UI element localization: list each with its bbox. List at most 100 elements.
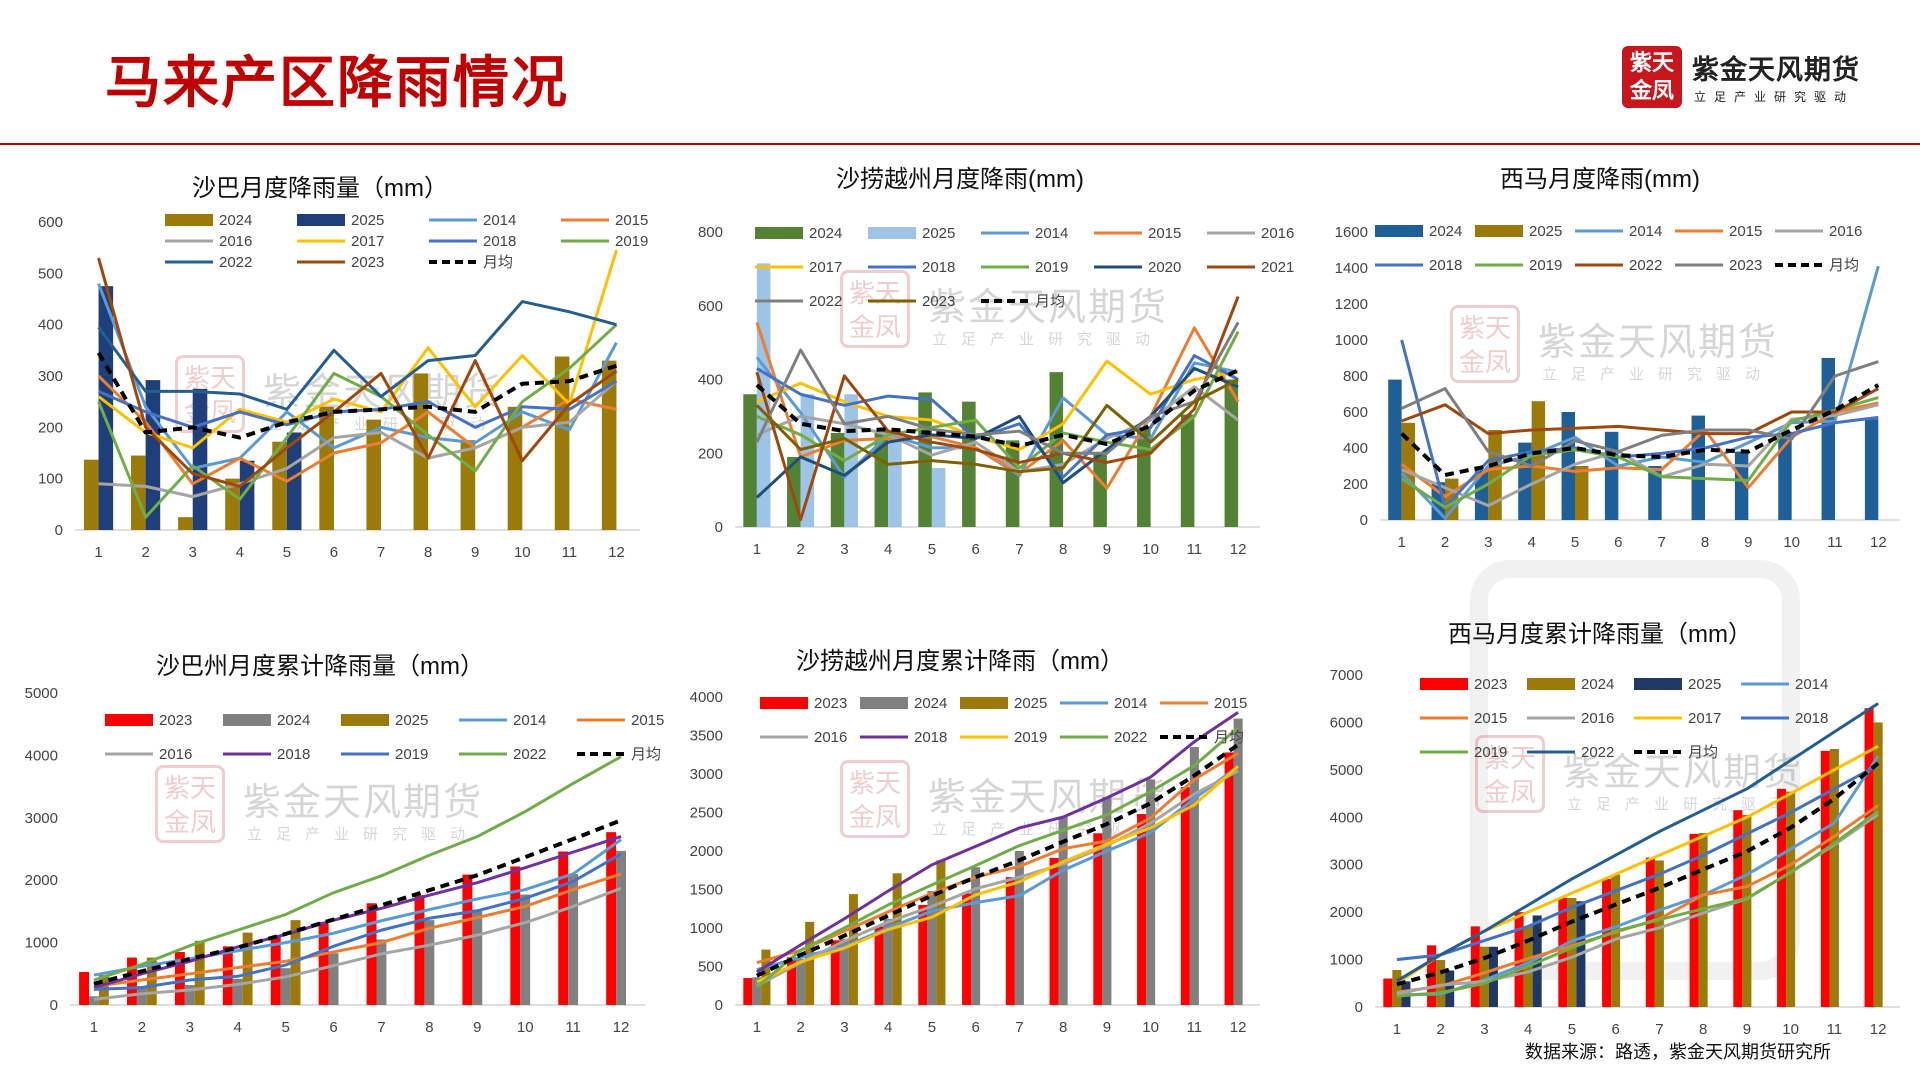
bar-2024	[366, 419, 382, 530]
legend-label: 2018	[1429, 257, 1462, 274]
legend-label: 2019	[395, 746, 428, 763]
legend-label: 2015	[1148, 225, 1181, 242]
x-tick-label: 3	[186, 1019, 194, 1036]
x-tick-label: 12	[608, 544, 625, 561]
bar-2024	[272, 441, 287, 530]
legend-swatch	[1475, 225, 1523, 237]
line-2022	[93, 755, 622, 982]
legend-label: 2025	[351, 212, 384, 229]
line-2015	[93, 872, 622, 988]
legend-label: 2016	[219, 233, 252, 250]
bar-2023	[174, 951, 185, 1005]
line-2022	[755, 726, 1240, 989]
line-2014	[1396, 755, 1880, 997]
y-tick-label: 500	[38, 265, 63, 282]
x-tick-label: 3	[1480, 1021, 1488, 1038]
x-tick-label: 1	[753, 541, 761, 558]
line-2020	[755, 366, 1239, 499]
y-tick-label: 0	[55, 522, 63, 539]
line-2023	[97, 257, 618, 488]
logo-seal-icon: 紫天金凤	[1622, 46, 1682, 108]
bar-2023	[1224, 752, 1234, 1005]
bar-2023	[1383, 978, 1393, 1007]
legend-label: 2018	[277, 746, 310, 763]
bar-2023	[787, 957, 797, 1005]
line-2014	[93, 838, 622, 977]
y-tick-label: 6000	[1330, 714, 1363, 731]
bar-2024	[89, 996, 99, 1005]
bar-2023	[743, 978, 753, 1005]
legend-label: 2022	[1629, 257, 1662, 274]
line-2017	[97, 249, 618, 450]
legend-label: 2023	[1729, 257, 1762, 274]
legend-label: 2019	[615, 233, 648, 250]
bar-2023	[1049, 857, 1059, 1005]
bar-2024	[1648, 466, 1662, 520]
legend-label: 2014	[1795, 676, 1828, 693]
legend-label: 2025	[922, 225, 955, 242]
line-月均	[1400, 383, 1880, 477]
x-tick-label: 11	[1827, 534, 1843, 551]
y-tick-label: 800	[698, 224, 723, 241]
y-tick-label: 1200	[1335, 296, 1368, 313]
legend-label: 2025	[1688, 676, 1721, 693]
bar-2024	[1691, 415, 1705, 520]
bar-2025	[192, 388, 208, 530]
y-tick-label: 1000	[690, 920, 723, 937]
legend-label: 2016	[814, 729, 847, 746]
x-tick-label: 6	[971, 1019, 979, 1036]
bar-2023	[558, 851, 569, 1005]
x-tick-label: 1	[753, 1019, 761, 1036]
line-2016	[98, 380, 618, 499]
legend-label: 2022	[809, 293, 842, 310]
bar-2024	[472, 909, 483, 1005]
bar-2023	[1733, 810, 1743, 1007]
y-tick-label: 500	[698, 959, 723, 976]
x-tick-label: 8	[1699, 1021, 1707, 1038]
x-tick-label: 6	[1611, 1021, 1619, 1038]
title-divider	[0, 143, 1920, 145]
bar-2024	[1093, 453, 1107, 527]
legend-label: 2018	[1795, 710, 1828, 727]
y-tick-label: 100	[38, 471, 63, 488]
legend-swatch	[341, 714, 389, 726]
line-2021	[755, 295, 1240, 522]
bar-2024	[839, 938, 849, 1005]
x-tick-label: 10	[1782, 1021, 1799, 1038]
x-tick-label: 5	[928, 1019, 936, 1036]
line-月均	[755, 368, 1239, 448]
bar-2024	[1734, 451, 1749, 520]
x-tick-label: 6	[971, 541, 979, 558]
x-tick-label: 4	[1524, 1021, 1532, 1038]
y-tick-label: 1000	[1330, 952, 1363, 969]
bar-2024	[232, 978, 243, 1005]
bar-2025	[892, 873, 902, 1005]
bar-2024	[1058, 817, 1068, 1005]
x-tick-label: 2	[796, 1019, 804, 1036]
x-tick-label: 8	[424, 544, 432, 561]
bar-2024	[184, 985, 195, 1005]
y-tick-label: 0	[50, 997, 58, 1014]
bar-2024	[830, 432, 845, 527]
x-tick-label: 1	[90, 1019, 98, 1036]
bar-2025	[1575, 466, 1589, 520]
x-tick-label: 11	[1827, 1021, 1843, 1038]
line-2023	[1401, 360, 1879, 468]
bar-2024	[1474, 469, 1489, 520]
bar-2024	[752, 977, 762, 1005]
legend-label: 2024	[1429, 223, 1462, 240]
legend-label: 2014	[513, 712, 546, 729]
bar-2024	[1479, 946, 1489, 1007]
y-tick-label: 7000	[1330, 667, 1363, 684]
bar-2024	[1146, 779, 1156, 1005]
x-tick-label: 12	[1230, 541, 1247, 558]
chart-title: 沙巴月度降雨量（mm）	[192, 175, 448, 202]
bar-2024	[1180, 414, 1195, 527]
x-tick-label: 5	[1568, 1021, 1576, 1038]
line-月均	[1396, 761, 1880, 987]
line-2019	[97, 323, 618, 519]
bar-2025	[805, 921, 815, 1005]
